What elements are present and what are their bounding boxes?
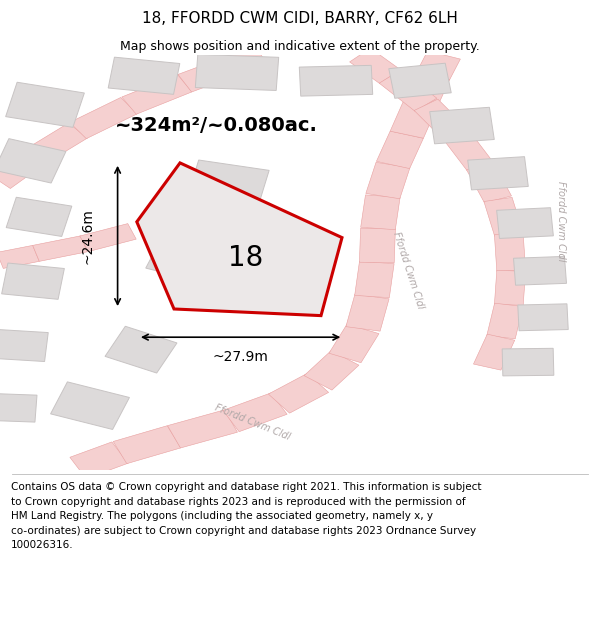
Polygon shape: [2, 263, 64, 299]
Text: Ffordd Cwm Cldl: Ffordd Cwm Cldl: [556, 181, 566, 261]
Polygon shape: [350, 48, 400, 84]
Polygon shape: [5, 82, 85, 127]
Polygon shape: [187, 160, 269, 209]
Polygon shape: [0, 393, 37, 422]
Polygon shape: [514, 256, 566, 285]
Polygon shape: [122, 74, 192, 114]
Polygon shape: [32, 236, 88, 261]
Polygon shape: [70, 98, 137, 139]
Polygon shape: [417, 51, 460, 80]
Polygon shape: [0, 329, 48, 361]
Polygon shape: [223, 393, 287, 432]
Polygon shape: [366, 162, 410, 199]
Polygon shape: [0, 139, 66, 183]
Polygon shape: [329, 324, 379, 362]
Polygon shape: [226, 46, 268, 74]
Text: Ffordd Cwm Cldl: Ffordd Cwm Cldl: [213, 402, 291, 442]
Polygon shape: [502, 348, 554, 376]
Polygon shape: [70, 442, 128, 479]
Polygon shape: [494, 234, 526, 271]
Text: Ffordd Cwm Cldl: Ffordd Cwm Cldl: [391, 231, 425, 311]
Polygon shape: [80, 224, 136, 252]
Polygon shape: [105, 326, 177, 373]
Polygon shape: [390, 101, 437, 138]
Polygon shape: [23, 123, 88, 166]
Polygon shape: [146, 233, 226, 284]
Polygon shape: [443, 130, 493, 171]
Polygon shape: [195, 54, 279, 91]
Polygon shape: [484, 198, 523, 236]
Text: 18, FFORDD CWM CIDI, BARRY, CF62 6LH: 18, FFORDD CWM CIDI, BARRY, CF62 6LH: [142, 11, 458, 26]
Text: ~27.9m: ~27.9m: [212, 350, 269, 364]
Polygon shape: [0, 246, 39, 268]
Polygon shape: [346, 294, 389, 331]
Polygon shape: [467, 162, 511, 203]
Polygon shape: [403, 72, 450, 108]
Polygon shape: [468, 157, 528, 190]
Polygon shape: [359, 228, 395, 262]
Polygon shape: [379, 70, 437, 111]
Polygon shape: [50, 382, 130, 429]
Polygon shape: [304, 351, 359, 390]
Polygon shape: [487, 303, 523, 339]
Text: ~24.6m: ~24.6m: [80, 208, 95, 264]
Polygon shape: [108, 57, 180, 94]
Polygon shape: [473, 334, 515, 370]
Polygon shape: [414, 99, 468, 141]
Polygon shape: [355, 261, 394, 298]
Polygon shape: [299, 66, 373, 96]
Polygon shape: [178, 57, 239, 92]
Polygon shape: [361, 195, 400, 230]
Text: 18: 18: [228, 244, 263, 272]
Text: ~324m²/~0.080ac.: ~324m²/~0.080ac.: [115, 116, 317, 135]
Polygon shape: [268, 373, 329, 413]
Polygon shape: [497, 208, 553, 239]
Polygon shape: [494, 271, 526, 306]
Polygon shape: [6, 198, 72, 236]
Polygon shape: [167, 410, 238, 448]
Polygon shape: [113, 426, 181, 464]
Polygon shape: [389, 63, 451, 98]
Text: Map shows position and indicative extent of the property.: Map shows position and indicative extent…: [120, 39, 480, 52]
Polygon shape: [376, 131, 424, 169]
Polygon shape: [430, 107, 494, 144]
Text: Contains OS data © Crown copyright and database right 2021. This information is : Contains OS data © Crown copyright and d…: [11, 482, 481, 550]
Polygon shape: [137, 163, 342, 316]
Polygon shape: [0, 151, 43, 189]
Polygon shape: [518, 304, 568, 331]
